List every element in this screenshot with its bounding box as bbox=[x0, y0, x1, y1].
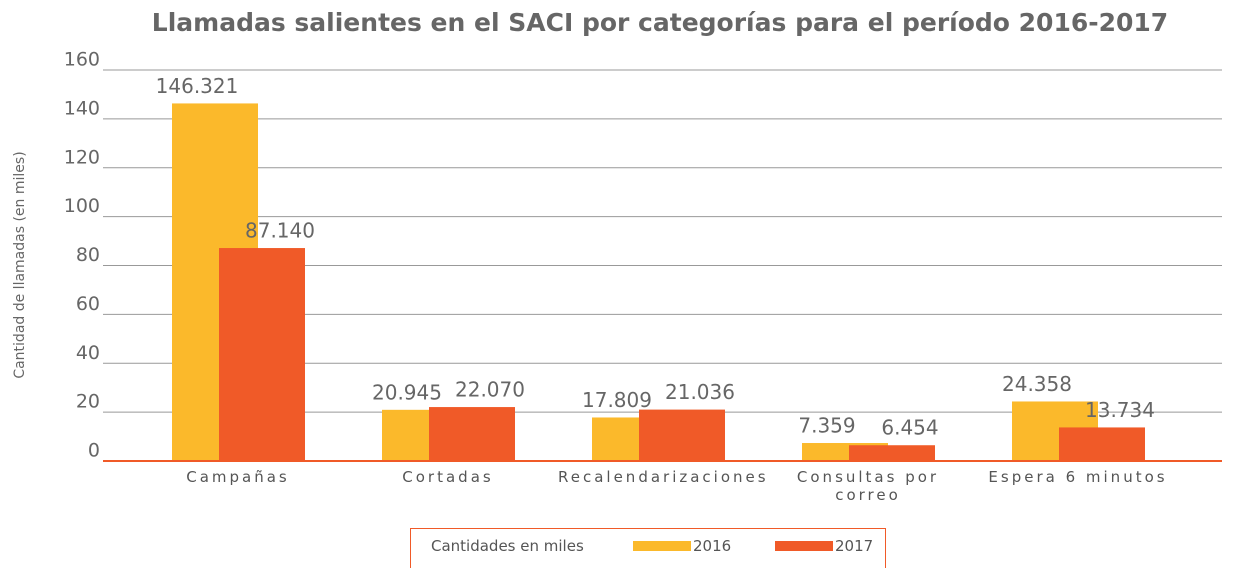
x-tick-label: Recalendarizaciones bbox=[558, 468, 769, 486]
y-tick-label: 80 bbox=[76, 244, 100, 266]
data-label: 87.140 bbox=[245, 219, 315, 243]
x-tick-label: Espera 6 minutos bbox=[988, 468, 1168, 486]
bar bbox=[849, 445, 935, 461]
y-tick-label: 100 bbox=[64, 195, 100, 217]
legend-swatch bbox=[775, 541, 833, 551]
y-tick-label: 120 bbox=[64, 146, 100, 168]
legend-swatch bbox=[633, 541, 691, 551]
data-label: 7.359 bbox=[798, 414, 855, 438]
data-label: 17.809 bbox=[582, 388, 652, 412]
y-tick-label: 0 bbox=[88, 440, 100, 462]
y-tick-label: 140 bbox=[64, 97, 100, 119]
bar bbox=[429, 407, 515, 461]
legend-label: 2017 bbox=[835, 537, 874, 555]
y-tick-label: 40 bbox=[76, 342, 100, 364]
data-label: 24.358 bbox=[1002, 372, 1072, 396]
chart-title: Llamadas salientes en el SACI por catego… bbox=[152, 8, 1168, 37]
x-tick-label: Consultas por correo bbox=[796, 468, 940, 504]
x-tick-label: Cortadas bbox=[402, 468, 494, 486]
data-label: 6.454 bbox=[881, 416, 938, 440]
y-tick-label: 20 bbox=[76, 391, 100, 413]
legend-title: Cantidades en miles bbox=[431, 537, 584, 555]
data-label: 146.321 bbox=[156, 74, 239, 98]
y-tick-label: 160 bbox=[64, 49, 100, 71]
x-tick-label: Campañas bbox=[186, 468, 290, 486]
data-label: 22.070 bbox=[455, 378, 525, 402]
bar bbox=[639, 409, 725, 461]
data-label: 21.036 bbox=[665, 380, 735, 404]
legend: Cantidades en miles 2016 2017 bbox=[410, 528, 886, 568]
data-label: 20.945 bbox=[372, 380, 442, 404]
y-axis-label: Cantidad de llamadas (en miles) bbox=[12, 151, 28, 378]
legend-label: 2016 bbox=[693, 537, 732, 555]
bar bbox=[1059, 427, 1145, 461]
y-tick-label: 60 bbox=[76, 293, 100, 315]
bar bbox=[219, 248, 305, 461]
data-label: 13.734 bbox=[1085, 398, 1155, 422]
